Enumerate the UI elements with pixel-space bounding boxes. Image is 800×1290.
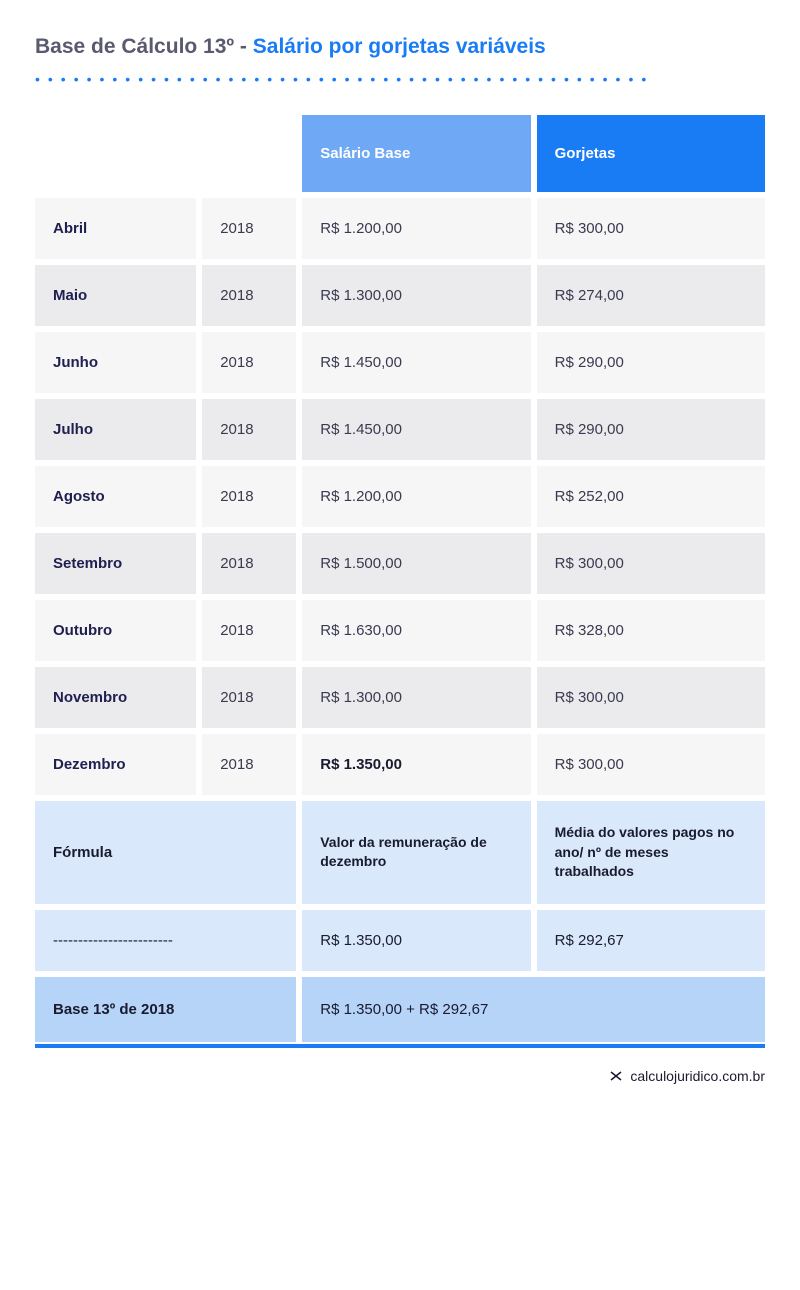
- table-cell-month: Outubro: [35, 600, 196, 661]
- formula-gorjetas-text: Média do valores pagos no ano/ nº de mes…: [537, 801, 765, 904]
- table-cell-year: 2018: [202, 667, 296, 728]
- footer: calculojuridico.com.br: [35, 1068, 765, 1086]
- table-cell-year: 2018: [202, 399, 296, 460]
- dash-gorjetas: R$ 292,67: [537, 910, 765, 971]
- header-salario: Salário Base: [302, 115, 530, 192]
- table-cell-salario: R$ 1.200,00: [302, 466, 530, 527]
- table-cell-year: 2018: [202, 600, 296, 661]
- table-cell-year: 2018: [202, 533, 296, 594]
- table-cell-year: 2018: [202, 332, 296, 393]
- table-cell-gorjetas: R$ 328,00: [537, 600, 765, 661]
- dash-row: ------------------------ R$ 1.350,00 R$ …: [35, 910, 765, 971]
- dash-label: ------------------------: [35, 910, 296, 971]
- table-cell-year: 2018: [202, 466, 296, 527]
- table-cell-gorjetas: R$ 300,00: [537, 533, 765, 594]
- table-cell-gorjetas: R$ 252,00: [537, 466, 765, 527]
- table-cell-year: 2018: [202, 198, 296, 259]
- base-value: R$ 1.350,00 + R$ 292,67: [302, 977, 765, 1042]
- table-cell-salario: R$ 1.630,00: [302, 600, 530, 661]
- table-cell-month: Setembro: [35, 533, 196, 594]
- table-cell-gorjetas: R$ 274,00: [537, 265, 765, 326]
- table-cell-gorjetas: R$ 300,00: [537, 734, 765, 795]
- data-rows: Abril2018R$ 1.200,00R$ 300,00Maio2018R$ …: [35, 198, 765, 795]
- formula-salario-text: Valor da remuneração de dezembro: [302, 801, 530, 904]
- table-cell-salario: R$ 1.200,00: [302, 198, 530, 259]
- table-cell-salario: R$ 1.450,00: [302, 332, 530, 393]
- table-cell-gorjetas: R$ 300,00: [537, 667, 765, 728]
- page-title: Base de Cálculo 13º - Salário por gorjet…: [35, 35, 765, 59]
- title-prefix: Base de Cálculo 13º -: [35, 35, 253, 58]
- table-cell-salario: R$ 1.500,00: [302, 533, 530, 594]
- table-cell-month: Novembro: [35, 667, 196, 728]
- salary-table: Salário Base Gorjetas: [35, 115, 765, 192]
- table-cell-salario: R$ 1.350,00: [302, 734, 530, 795]
- dash-salario: R$ 1.350,00: [302, 910, 530, 971]
- table-cell-salario: R$ 1.450,00: [302, 399, 530, 460]
- table-cell-year: 2018: [202, 734, 296, 795]
- table-cell-gorjetas: R$ 300,00: [537, 198, 765, 259]
- header-empty-1: [35, 115, 196, 192]
- table-cell-month: Dezembro: [35, 734, 196, 795]
- table-cell-salario: R$ 1.300,00: [302, 667, 530, 728]
- table-cell-gorjetas: R$ 290,00: [537, 399, 765, 460]
- title-suffix: Salário por gorjetas variáveis: [253, 35, 546, 58]
- formula-row: Fórmula Valor da remuneração de dezembro…: [35, 801, 765, 904]
- table-cell-salario: R$ 1.300,00: [302, 265, 530, 326]
- table-cell-month: Julho: [35, 399, 196, 460]
- table-cell-month: Maio: [35, 265, 196, 326]
- table-cell-month: Junho: [35, 332, 196, 393]
- table-cell-month: Agosto: [35, 466, 196, 527]
- bottom-border: [35, 1044, 765, 1048]
- header-gorjetas: Gorjetas: [537, 115, 765, 192]
- formula-label: Fórmula: [35, 801, 296, 904]
- header-empty-2: [202, 115, 296, 192]
- footer-text: calculojuridico.com.br: [630, 1068, 765, 1084]
- table-cell-gorjetas: R$ 290,00: [537, 332, 765, 393]
- table-cell-month: Abril: [35, 198, 196, 259]
- base-label: Base 13º de 2018: [35, 977, 296, 1042]
- logo-icon: [609, 1069, 623, 1086]
- table-cell-year: 2018: [202, 265, 296, 326]
- dots-divider: ••••••••••••••••••••••••••••••••••••••••…: [35, 71, 765, 87]
- base-row: Base 13º de 2018 R$ 1.350,00 + R$ 292,67: [35, 977, 765, 1048]
